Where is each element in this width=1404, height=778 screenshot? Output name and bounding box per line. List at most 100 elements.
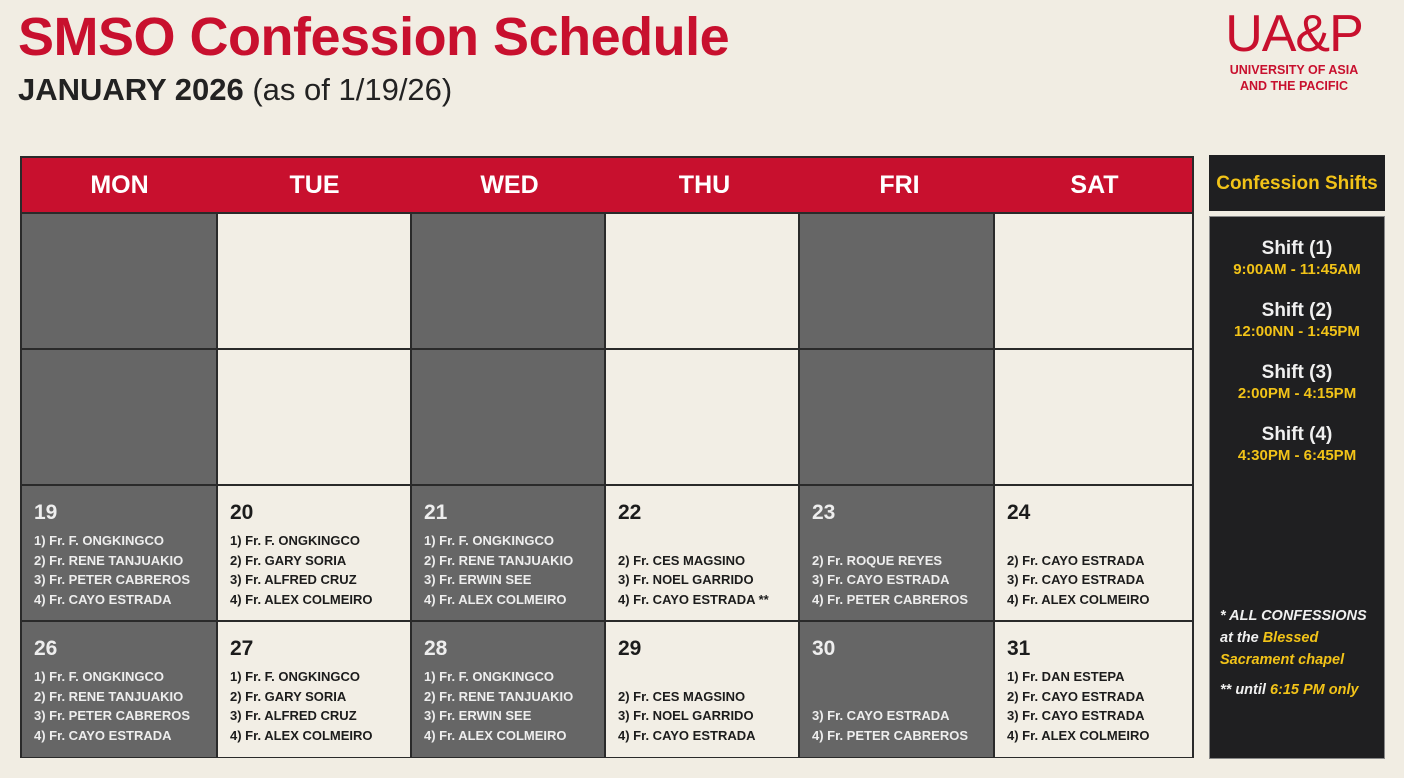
shift-time: 2:00PM - 4:15PM [1237,385,1357,402]
priest-assignment: 2) Fr. ROQUE REYES [812,552,943,568]
priest-assignment: 4) Fr. CAYO ESTRADA [618,727,756,743]
time-note-text: ** until [1220,682,1266,698]
priest-assignment: 2) Fr. GARY SORIA [230,688,347,704]
priest-assignment: 1) Fr. F. ONGKINGCO [230,533,361,548]
priest-assignment: 2) Fr. RENE TANJUAKIO [34,688,184,704]
weekday-wed: WED [480,171,539,199]
priest-assignment: 3) Fr. CAYO ESTRADA [812,708,950,723]
shift-4: Shift (4) 4:30PM - 6:45PM [1210,423,1384,465]
priest-assignment: 4) Fr. ALEX COLMEIRO [230,591,373,607]
shift-name: Shift (4) [1261,424,1333,445]
priest-assignment: 4) Fr. PETER CABREROS [812,591,969,607]
priest-assignment: 3) Fr. CAYO ESTRADA [812,572,950,587]
time-highlight: 6:15 PM only [1269,682,1359,698]
priest-assignment [812,531,993,551]
day-cell: 29 2) Fr. CES MAGSINO 3) Fr. NOEL GARRIDO 4… [606,622,798,757]
day-cell [412,214,604,348]
priest-assignment: 3) Fr. PETER CABREROS [34,708,191,723]
shift-time: 4:30PM - 6:45PM [1237,447,1357,464]
weekday-sat: SAT [1070,171,1119,199]
time-note: ** until 6:15 PM only [1220,679,1380,701]
day-cell: 20 1) Fr. F. ONGKINGCO 2) Fr. GARY SORIA 3)… [218,486,410,620]
shifts-panel: Shift (1) 9:00AM - 11:45AM Shift (2) 12:00… [1209,216,1385,759]
priest-assignment: 3) Fr. NOEL GARRIDO [618,708,754,723]
priest-assignment: 4) Fr. ALEX COLMEIRO [424,591,567,607]
priest-assignment: 4) Fr. ALEX COLMEIRO [1007,591,1150,607]
day-cell [995,350,1192,484]
day-cell: 22 2) Fr. CES MAGSINO 3) Fr. NOEL GARRIDO 4… [606,486,798,620]
as-of-note: (as of 1/19/26) [252,72,453,107]
priest-assignment: 4) Fr. CAYO ESTRADA [34,591,172,607]
day-cell: 28 1) Fr. F. ONGKINGCO 2) Fr. RENE TANJUAK… [412,622,604,757]
day-cell: 27 1) Fr. F. ONGKINGCO 2) Fr. GARY SORIA 3)… [218,622,410,757]
uap-logo: UA&P UNIVERSITY OF ASIA AND THE PACIFIC [1214,6,1374,94]
day-number: 28 [424,637,448,660]
shift-name: Shift (2) [1261,300,1333,321]
shift-name: Shift (1) [1261,238,1333,259]
priest-assignment: 2) Fr. RENE TANJUAKIO [424,552,574,568]
priest-assignment: 3) Fr. ALFRED CRUZ [230,572,357,587]
day-cell [218,214,410,348]
weekday-mon: MON [90,171,149,199]
location-note: * ALL CONFESSIONS at the Blessed Sacrame… [1220,605,1380,671]
shift-name: Shift (3) [1261,362,1333,383]
day-cell [22,350,216,484]
day-number: 31 [1007,637,1031,660]
page-subtitle: JANUARY 2026 (as of 1/19/26) [18,72,452,108]
day-cell: 26 1) Fr. F. ONGKINGCO 2) Fr. RENE TANJUAK… [22,622,216,757]
day-cell [606,350,798,484]
weekday-fri: FRI [879,171,920,199]
priest-assignment: 2) Fr. GARY SORIA [230,552,347,568]
day-number: 26 [34,637,58,660]
shift-time: 12:00NN - 1:45PM [1234,323,1360,340]
logo-mark: UA&P [1225,5,1364,63]
weekday-tue: TUE [289,171,340,199]
priest-assignment: 3) Fr. ALFRED CRUZ [230,708,357,723]
priest-assignment [618,667,798,687]
day-cell: 31 1) Fr. DAN ESTEPA 2) Fr. CAYO ESTRADA 3)… [995,622,1192,757]
priest-assignment: 3) Fr. CAYO ESTRADA [1007,572,1145,587]
day-cell: 21 1) Fr. F. ONGKINGCO 2) Fr. RENE TANJUAK… [412,486,604,620]
priest-assignment: 1) Fr. F. ONGKINGCO [424,533,555,548]
location-highlight: Blessed Sacrament chapel [1220,630,1345,668]
shift-2: Shift (2) 12:00NN - 1:45PM [1210,299,1384,341]
priest-assignment: 2) Fr. CES MAGSINO [618,688,746,704]
day-cell [995,214,1192,348]
day-number: 22 [618,501,642,524]
logo-line-1: UNIVERSITY OF ASIA [1229,63,1359,77]
calendar-grid: MON TUE WED THU FRI SAT 19 1) Fr. F. ONGK… [20,156,1194,758]
day-number: 23 [812,501,836,524]
confession-shifts-title: Confession Shifts [1209,155,1385,211]
day-number: 21 [424,501,448,524]
priest-assignment: 2) Fr. CAYO ESTRADA [1007,552,1145,568]
day-number: 27 [230,637,254,660]
shift-3: Shift (3) 2:00PM - 4:15PM [1210,361,1384,403]
priest-assignment: 1) Fr. F. ONGKINGCO [230,669,361,684]
priest-assignment: 4) Fr. PETER CABREROS [812,727,969,743]
priest-assignment: 3) Fr. PETER CABREROS [34,572,191,587]
day-number: 30 [812,637,836,660]
priest-assignment: 1) Fr. F. ONGKINGCO [34,669,165,684]
page-title: SMSO Confession Schedule [18,7,730,67]
shift-1: Shift (1) 9:00AM - 11:45AM [1210,237,1384,279]
priest-assignment: 1) Fr. DAN ESTEPA [1007,669,1125,684]
day-cell [800,214,993,348]
priest-assignment: 4) Fr. CAYO ESTRADA ** [618,591,769,607]
day-cell: 23 2) Fr. ROQUE REYES 3) Fr. CAYO ESTRADA 4… [800,486,993,620]
day-cell [412,350,604,484]
priest-assignment: 4) Fr. ALEX COLMEIRO [230,727,373,743]
priest-assignment: 2) Fr. RENE TANJUAKIO [34,552,184,568]
day-cell: 24 2) Fr. CAYO ESTRADA 3) Fr. CAYO ESTRADA… [995,486,1192,620]
shift-time: 9:00AM - 11:45AM [1233,261,1361,278]
priest-assignment [618,531,798,551]
priest-assignment: 4) Fr. ALEX COLMEIRO [1007,727,1150,743]
priest-assignment [1007,531,1192,551]
priest-assignment: 3) Fr. CAYO ESTRADA [1007,708,1145,723]
day-number: 29 [618,637,642,660]
day-cell [218,350,410,484]
notes: * ALL CONFESSIONS at the Blessed Sacrame… [1220,605,1380,701]
priest-assignment: 2) Fr. CAYO ESTRADA [1007,688,1145,704]
priest-assignment [812,667,993,687]
day-cell [800,350,993,484]
priest-assignment: 1) Fr. F. ONGKINGCO [424,669,555,684]
